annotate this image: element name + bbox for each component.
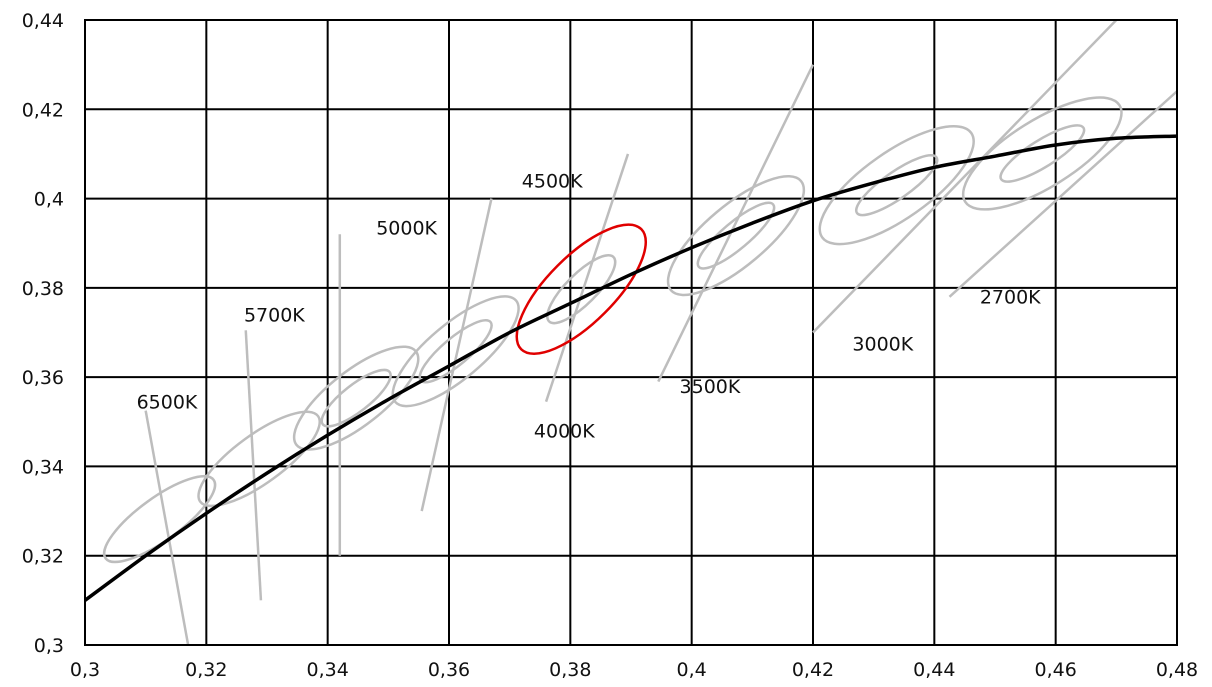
grid bbox=[84, 19, 1178, 646]
x-axis: 0,3 0,32 0,34 0,36 0,38 0,4 0,42 0,44 0,46 0,48 bbox=[70, 659, 1198, 681]
isotherm-line bbox=[244, 330, 263, 601]
y-tick-label: 0,38 bbox=[22, 278, 64, 300]
cct-labels: 6500K 5700K 5000K 4500K 4000K 3500K 3000K 2700K bbox=[137, 170, 1042, 442]
x-tick-label: 0,42 bbox=[792, 659, 834, 681]
plot-frame bbox=[84, 19, 1178, 646]
tolerance-ellipse bbox=[818, 125, 975, 246]
y-tick-label: 0,3 bbox=[34, 635, 64, 657]
highlight-ellipse bbox=[515, 223, 648, 355]
tolerance-ellipse bbox=[696, 201, 776, 270]
y-tick-label: 0,36 bbox=[22, 367, 64, 389]
tolerance-ellipse bbox=[666, 175, 806, 297]
x-tick-label: 0,46 bbox=[1035, 659, 1077, 681]
x-tick-label: 0,38 bbox=[549, 659, 591, 681]
cct-label: 2700K bbox=[980, 286, 1041, 308]
y-tick-label: 0,32 bbox=[22, 546, 64, 568]
x-tick-label: 0,36 bbox=[428, 659, 470, 681]
planckian-locus-line bbox=[85, 134, 1177, 602]
tolerance-ellipse bbox=[999, 124, 1086, 183]
x-tick-label: 0,4 bbox=[677, 659, 707, 681]
x-tick-label: 0,34 bbox=[307, 659, 349, 681]
tolerance-ellipse bbox=[546, 254, 617, 325]
tolerance-ellipse bbox=[320, 368, 392, 428]
y-tick-label: 0,42 bbox=[22, 99, 64, 121]
cct-label: 3000K bbox=[852, 333, 913, 355]
plot-area bbox=[85, 20, 1177, 645]
isotherm-lines bbox=[144, 20, 1177, 645]
x-tick-label: 0,44 bbox=[913, 659, 955, 681]
tolerance-ellipse bbox=[961, 96, 1123, 211]
isotherm-line bbox=[657, 64, 815, 383]
y-axis: 0,3 0,32 0,34 0,36 0,38 0,4 0,42 0,44 bbox=[22, 10, 64, 657]
isotherm-line bbox=[144, 410, 190, 645]
x-tick-label: 0,48 bbox=[1156, 659, 1198, 681]
cct-label: 5000K bbox=[376, 217, 437, 239]
x-tick-label: 0,3 bbox=[70, 659, 100, 681]
cct-label: 6500K bbox=[137, 391, 198, 413]
cct-label: 5700K bbox=[244, 304, 305, 326]
tolerance-ellipse bbox=[854, 154, 939, 217]
y-tick-label: 0,44 bbox=[22, 10, 64, 32]
isotherm-line bbox=[544, 153, 630, 403]
isotherm-line bbox=[420, 198, 493, 512]
cct-label: 4500K bbox=[522, 170, 583, 192]
isotherm-line bbox=[948, 89, 1177, 298]
tolerance-ellipse bbox=[292, 345, 420, 451]
cct-label: 4000K bbox=[534, 420, 595, 442]
x-tick-label: 0,32 bbox=[185, 659, 227, 681]
tolerance-ellipse bbox=[197, 410, 321, 508]
y-tick-label: 0,4 bbox=[34, 189, 64, 211]
isotherm-line bbox=[812, 20, 1118, 334]
tolerance-ellipse bbox=[391, 295, 520, 408]
cct-label: 3500K bbox=[680, 376, 741, 398]
y-tick-label: 0,34 bbox=[22, 456, 64, 478]
